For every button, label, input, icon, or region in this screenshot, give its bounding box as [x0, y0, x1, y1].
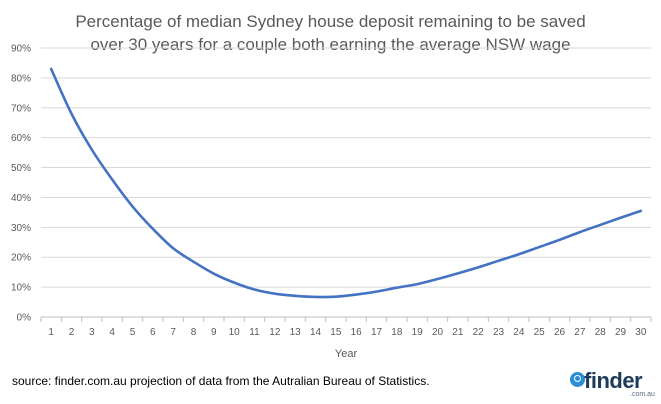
x-tick-label: 27	[574, 327, 586, 338]
x-tick-label: 14	[310, 327, 322, 338]
x-tick-label: 13	[290, 327, 302, 338]
logo-domain: .com.au	[630, 391, 655, 398]
x-tick-label: 26	[554, 327, 566, 338]
x-tick-label: 30	[635, 327, 647, 338]
x-tick-label: 10	[229, 327, 241, 338]
x-tick-label: 28	[595, 327, 607, 338]
x-tick-label: 29	[615, 327, 627, 338]
x-tick-label: 16	[351, 327, 363, 338]
x-tick-label: 8	[191, 327, 197, 338]
x-tick-label: 12	[269, 327, 281, 338]
x-tick-label: 25	[534, 327, 546, 338]
x-axis	[40, 316, 652, 322]
x-tick-label: 4	[109, 327, 115, 338]
x-tick-label: 21	[452, 327, 464, 338]
y-tick-label: 80%	[11, 73, 31, 84]
y-tick-label: 0%	[17, 313, 32, 324]
x-tick-label: 20	[432, 327, 444, 338]
y-tick-label: 30%	[11, 223, 31, 234]
x-tick-label: 17	[371, 327, 383, 338]
x-tick-label: 11	[249, 327, 260, 338]
y-axis-tick-labels: 0% 10% 20% 30% 40% 50% 60% 70% 80% 90%	[11, 44, 31, 324]
series-line	[49, 67, 643, 299]
y-tick-label: 70%	[11, 103, 31, 114]
x-tick-label: 3	[89, 327, 95, 338]
source-note: source: finder.com.au projection of data…	[12, 374, 430, 388]
x-tick-label: 22	[473, 327, 485, 338]
chart-title-line-1: Percentage of median Sydney house deposi…	[75, 12, 586, 31]
y-tick-label: 50%	[11, 163, 31, 174]
finder-logo: finder .com.au	[570, 368, 655, 399]
x-tick-label: 2	[69, 327, 75, 338]
x-tick-label: 7	[170, 327, 176, 338]
y-tick-label: 90%	[11, 44, 31, 55]
chart-title-line-2: over 30 years for a couple both earning …	[90, 35, 571, 54]
gridlines	[41, 47, 651, 288]
x-tick-label: 6	[150, 327, 156, 338]
y-tick-label: 20%	[11, 253, 31, 264]
x-axis-tick-labels: 1 2 3 4 5 6 7 8 9 10 11 12 13 14 15 16 17 18 19 20 21 22 23 24 2…	[48, 327, 646, 338]
search-magnifier-icon	[570, 372, 585, 387]
y-tick-label: 60%	[11, 133, 31, 144]
x-tick-label: 23	[493, 327, 505, 338]
x-tick-label: 5	[130, 327, 136, 338]
x-tick-label: 1	[48, 327, 54, 338]
x-tick-label: 9	[211, 327, 217, 338]
x-tick-label: 24	[513, 327, 525, 338]
series-layer	[49, 67, 643, 299]
chart-title: Percentage of median Sydney house deposi…	[0, 10, 661, 56]
y-tick-label: 40%	[11, 193, 31, 204]
x-tick-label: 15	[330, 327, 342, 338]
logo-wordmark: finder	[584, 368, 643, 393]
x-tick-label: 18	[391, 327, 403, 338]
x-tick-label: 19	[412, 327, 424, 338]
x-axis-title: Year	[335, 348, 358, 360]
y-tick-label: 10%	[11, 283, 31, 294]
